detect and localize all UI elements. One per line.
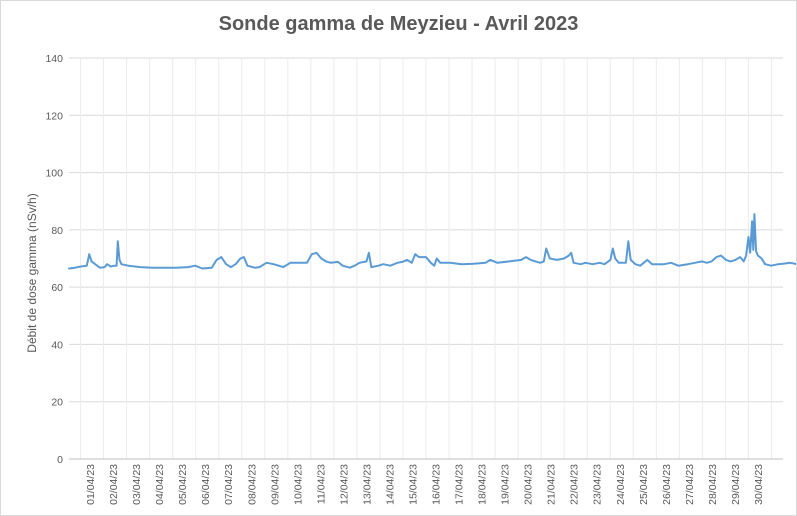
x-tick-label: 11/04/23 (315, 464, 327, 504)
x-tick-label: 29/04/23 (730, 464, 742, 505)
chart-title: Sonde gamma de Meyzieu - Avril 2023 (218, 13, 579, 35)
x-tick-label: 19/04/23 (500, 464, 512, 505)
y-tick-label: 120 (45, 110, 63, 122)
x-tick-label: 06/04/23 (200, 464, 212, 505)
x-tick-label: 13/04/23 (361, 464, 373, 505)
y-tick-label: 100 (45, 168, 63, 180)
x-tick-label: 16/04/23 (431, 464, 443, 505)
x-tick-label: 27/04/23 (684, 464, 696, 505)
x-tick-label: 05/04/23 (177, 464, 189, 505)
x-tick-label: 30/04/23 (753, 464, 765, 505)
x-tick-label: 23/04/23 (592, 464, 604, 505)
x-tick-label: 09/04/23 (269, 464, 281, 505)
x-tick-label: 22/04/23 (569, 464, 581, 505)
x-tick-label: 01/04/23 (85, 464, 97, 505)
y-tick-label: 0 (57, 454, 63, 466)
series-line (68, 213, 796, 270)
x-tick-label: 04/04/23 (154, 464, 166, 505)
x-tick-label: 12/04/23 (338, 464, 350, 505)
y-axis-title: Débit de dose gamma (nSv/h) (25, 193, 39, 352)
x-tick-label: 21/04/23 (546, 464, 558, 505)
x-tick-label: 15/04/23 (407, 464, 419, 505)
y-tick-label: 80 (51, 225, 63, 237)
x-tick-label: 18/04/23 (477, 464, 489, 505)
x-tick-label: 10/04/23 (292, 464, 304, 505)
x-tick-label: 03/04/23 (131, 464, 143, 505)
x-tick-label: 08/04/23 (246, 464, 258, 505)
y-tick-label: 140 (45, 53, 63, 65)
x-tick-label: 14/04/23 (384, 464, 396, 505)
x-tick-label: 25/04/23 (638, 464, 650, 505)
y-tick-label: 60 (51, 282, 63, 294)
x-tick-label: 28/04/23 (707, 464, 719, 505)
x-tick-label: 26/04/23 (661, 464, 673, 505)
x-tick-label: 02/04/23 (108, 464, 120, 505)
x-tick-label: 20/04/23 (523, 464, 535, 505)
x-tick-label: 07/04/23 (223, 464, 235, 505)
x-tick-label: 24/04/23 (615, 464, 627, 505)
y-tick-label: 40 (51, 339, 63, 351)
x-tick-label: 17/04/23 (454, 464, 466, 505)
y-tick-label: 20 (51, 397, 63, 409)
